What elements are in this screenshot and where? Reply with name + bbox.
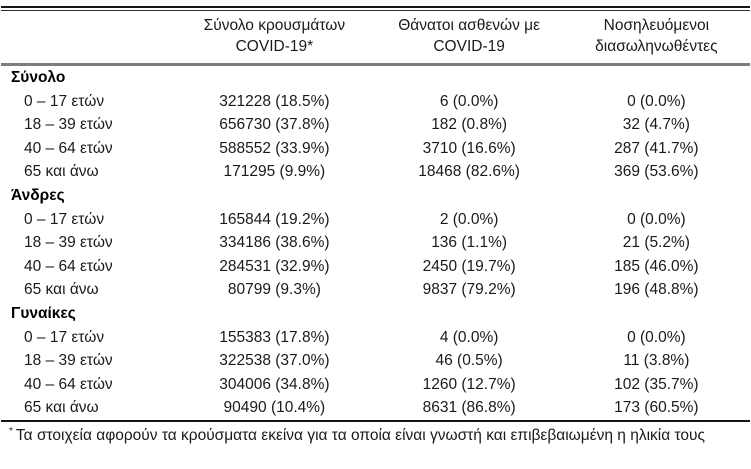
table-row: 0 – 17 ετών 321228 (18.5%) 6 (0.0%) 0 (0.0%… [1, 90, 750, 114]
group-header-row: Άνδρες [1, 184, 750, 208]
table-header: Σύνολο κρουσμάτων COVID-19* Θάνατοι ασθε… [1, 12, 750, 66]
table-row: 0 – 17 ετών 165844 (19.2%) 2 (0.0%) 0 (0.0%… [1, 208, 750, 232]
group-label: Σύνολο [11, 69, 66, 86]
column-header-deaths-line1: Θάνατοι ασθενών με [398, 17, 541, 34]
cases-value: 588552 (33.9%) [219, 139, 330, 157]
column-header-deaths-line2: COVID-19 [433, 38, 505, 55]
table-row: 18 – 39 ετών 322538 (37.0%) 46 (0.5%) 11 (3… [1, 349, 750, 373]
cases-value: 321228 (18.5%) [219, 92, 330, 110]
age-label: 0 – 17 ετών [24, 92, 105, 110]
deaths-value: 18468 (82.6%) [418, 163, 520, 181]
table-top-rule [1, 6, 750, 11]
covid-age-table: Σύνολο κρουσμάτων COVID-19* Θάνατοι ασθε… [1, 12, 750, 420]
footnote-asterisk: * [9, 425, 13, 437]
intubated-value: 369 (53.6%) [614, 163, 699, 181]
intubated-value: 196 (48.8%) [614, 281, 699, 299]
age-label: 18 – 39 ετών [24, 352, 113, 370]
column-header-intubated-line2: διασωληνωθέντες [595, 38, 718, 55]
table-row: 40 – 64 ετών 588552 (33.9%) 3710 (16.6%) 28… [1, 137, 750, 161]
deaths-value: 9837 (79.2%) [422, 281, 516, 299]
group-label: Γυναίκες [11, 304, 76, 322]
age-label: 40 – 64 ετών [24, 139, 113, 157]
intubated-value: 102 (35.7%) [614, 375, 699, 393]
deaths-value: 8631 (86.8%) [422, 399, 516, 417]
table-row: 65 και άνω 90490 (10.4%) 8631 (86.8%) 173 (… [1, 396, 750, 420]
cases-value: 80799 (9.3%) [227, 281, 321, 299]
deaths-value: 4 (0.0%) [439, 328, 499, 346]
cases-value: 304006 (34.8%) [219, 375, 330, 393]
group-label: Άνδρες [11, 186, 65, 204]
age-label: 18 – 39 ετών [24, 116, 113, 134]
corner-cell [1, 12, 174, 66]
table-row: 65 και άνω 80799 (9.3%) 9837 (79.2%) 196 (4… [1, 278, 750, 302]
cases-value: 322538 (37.0%) [219, 352, 330, 370]
table-row: 40 – 64 ετών 304006 (34.8%) 1260 (12.7%) 10… [1, 373, 750, 397]
intubated-value: 11 (3.8%) [623, 352, 690, 370]
intubated-value: 287 (41.7%) [614, 139, 699, 157]
age-label: 0 – 17 ετών [24, 328, 105, 346]
age-label: 65 και άνω [24, 399, 99, 417]
cases-value: 165844 (19.2%) [219, 210, 330, 228]
intubated-value: 0 (0.0%) [627, 92, 686, 110]
table-body: Σύνολο 0 – 17 ετών 321228 (18.5%) 6 (0.0%) 0… [1, 65, 750, 420]
column-header-cases-line1: Σύνολο κρουσμάτων [203, 17, 346, 34]
deaths-value: 6 (0.0%) [439, 92, 499, 110]
age-label: 18 – 39 ετών [24, 234, 113, 252]
deaths-value: 2 (0.0%) [439, 210, 499, 228]
table-row: 18 – 39 ετών 656730 (37.8%) 182 (0.8%) 32 (… [1, 113, 750, 137]
footnote-text: Τα στοιχεία αφορούν τα κρούσματα εκείνα … [15, 426, 705, 444]
intubated-value: 0 (0.0%) [627, 328, 686, 346]
intubated-value: 32 (4.7%) [622, 116, 690, 134]
age-label: 65 και άνω [24, 163, 99, 181]
header-row: Σύνολο κρουσμάτων COVID-19* Θάνατοι ασθε… [1, 12, 750, 66]
table-row: 40 – 64 ετών 284531 (32.9%) 2450 (19.7%) 18… [1, 255, 750, 279]
intubated-value: 0 (0.0%) [627, 210, 686, 228]
intubated-value: 21 (5.2%) [622, 234, 690, 252]
cases-value: 284531 (32.9%) [219, 257, 330, 275]
cases-value: 334186 (38.6%) [219, 234, 330, 252]
column-header-cases-line2: COVID-19* [235, 38, 314, 55]
cases-value: 171295 (9.9%) [223, 163, 326, 181]
deaths-value: 182 (0.8%) [431, 116, 508, 134]
age-label: 40 – 64 ετών [24, 375, 113, 393]
deaths-value: 136 (1.1%) [431, 234, 508, 252]
cases-value: 90490 (10.4%) [223, 399, 326, 417]
cases-value: 155383 (17.8%) [219, 328, 330, 346]
intubated-value: 185 (46.0%) [614, 257, 699, 275]
deaths-value: 46 (0.5%) [435, 352, 503, 370]
deaths-value: 1260 (12.7%) [422, 375, 516, 393]
age-label: 40 – 64 ετών [24, 257, 113, 275]
column-header-intubated: Νοσηλευόμενοι διασωληνωθέντες [562, 12, 750, 66]
table-bottom-rule [1, 419, 750, 422]
table-row: 0 – 17 ετών 155383 (17.8%) 4 (0.0%) 0 (0.0%… [1, 326, 750, 350]
column-header-cases: Σύνολο κρουσμάτων COVID-19* [173, 12, 376, 66]
group-header-row: Σύνολο [1, 65, 750, 90]
column-header-deaths: Θάνατοι ασθενών με COVID-19 [375, 12, 563, 66]
table-row: 65 και άνω 171295 (9.9%) 18468 (82.6%) 369 … [1, 160, 750, 184]
deaths-value: 3710 (16.6%) [422, 139, 516, 157]
column-header-intubated-line1: Νοσηλευόμενοι [603, 17, 710, 34]
age-label: 0 – 17 ετών [24, 210, 105, 228]
table-row: 18 – 39 ετών 334186 (38.6%) 136 (1.1%) 21 (… [1, 231, 750, 255]
intubated-value: 173 (60.5%) [614, 399, 699, 417]
age-label: 65 και άνω [24, 281, 99, 299]
cases-value: 656730 (37.8%) [219, 116, 330, 134]
footnote: * Τα στοιχεία αφορούν τα κρούσματα εκείνα… [1, 422, 750, 446]
group-header-row: Γυναίκες [1, 302, 750, 326]
deaths-value: 2450 (19.7%) [422, 257, 516, 275]
